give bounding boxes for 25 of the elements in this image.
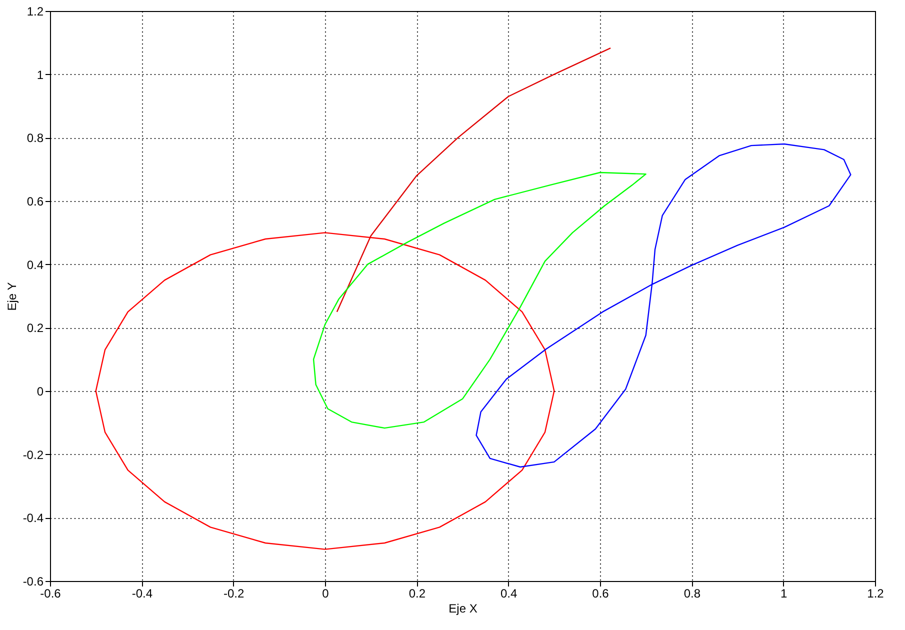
x-axis-title: Eje X	[448, 602, 478, 616]
x-tick-label: 0.6	[592, 586, 610, 600]
y-tick-label: 0.4	[26, 258, 44, 272]
y-tick-label: 1.2	[26, 4, 44, 18]
y-tick-label: -0.4	[22, 511, 44, 526]
x-tick-label: 0	[322, 586, 330, 600]
line-series	[476, 143, 852, 468]
y-tick-label: 0.2	[26, 321, 44, 336]
y-tick-label: -0.2	[22, 448, 44, 462]
x-tick-label: 1.2	[867, 586, 884, 600]
x-tick-label: -0.2	[223, 586, 244, 600]
y-tick-label: 0	[36, 384, 44, 398]
y-tick-label: 0.6	[26, 194, 44, 208]
y-tick-label: -0.6	[22, 574, 44, 588]
x-tick-label: -0.4	[132, 586, 153, 600]
line-series	[95, 232, 555, 550]
y-axis-title: Eje Y	[4, 282, 19, 311]
line-series	[312, 172, 646, 429]
x-tick-label: 0.2	[408, 586, 426, 600]
line-series	[336, 47, 612, 312]
x-tick-label: 0.4	[500, 586, 518, 600]
y-tick-label: 1	[36, 68, 44, 82]
x-tick-label: 0.8	[684, 586, 701, 600]
x-tick-label: 1	[780, 586, 788, 600]
y-tick-label: 0.8	[26, 131, 44, 146]
